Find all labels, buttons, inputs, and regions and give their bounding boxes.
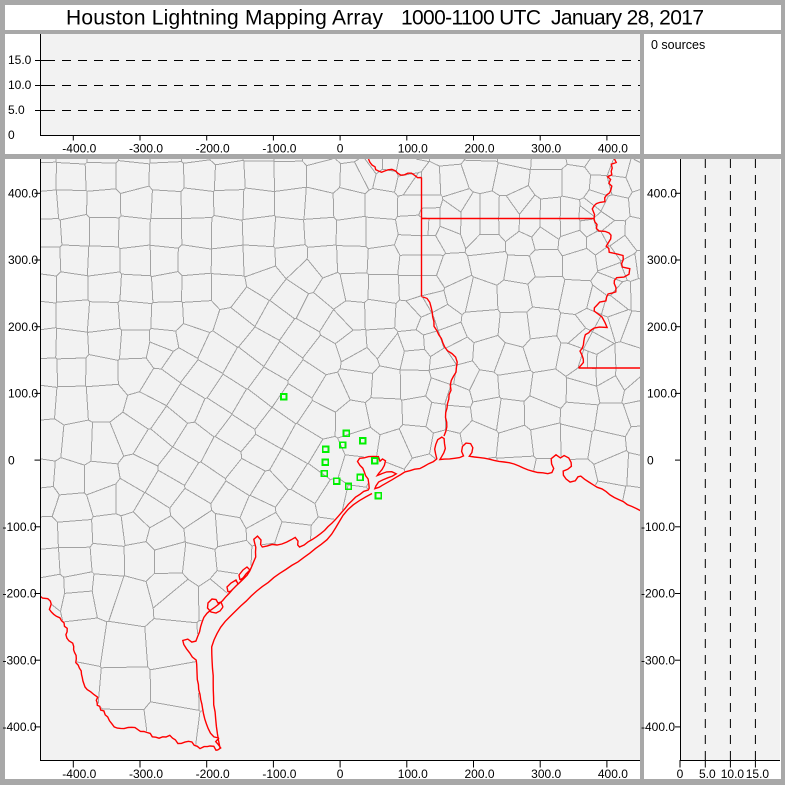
svg-text:-100.0: -100.0 bbox=[641, 520, 675, 534]
svg-text:-200.0: -200.0 bbox=[3, 587, 37, 601]
svg-text:-400.0: -400.0 bbox=[3, 720, 37, 734]
svg-text:-100.0: -100.0 bbox=[262, 767, 296, 781]
svg-text:1000-1100 UTC: 1000-1100 UTC bbox=[401, 7, 541, 30]
svg-text:0: 0 bbox=[8, 128, 15, 142]
svg-text:10.0: 10.0 bbox=[8, 78, 32, 92]
svg-text:Houston Lightning Mapping Arra: Houston Lightning Mapping Array bbox=[66, 7, 384, 30]
svg-text:400.0: 400.0 bbox=[8, 187, 38, 201]
svg-text:-400.0: -400.0 bbox=[641, 720, 675, 734]
svg-text:-300.0: -300.0 bbox=[129, 141, 163, 155]
svg-text:200.0: 200.0 bbox=[464, 141, 494, 155]
svg-text:-400.0: -400.0 bbox=[62, 141, 96, 155]
svg-text:100.0: 100.0 bbox=[647, 387, 677, 401]
svg-text:-200.0: -200.0 bbox=[196, 141, 230, 155]
svg-text:300.0: 300.0 bbox=[531, 141, 561, 155]
svg-text:15.0: 15.0 bbox=[746, 767, 770, 781]
svg-text:-300.0: -300.0 bbox=[641, 653, 675, 667]
svg-text:400.0: 400.0 bbox=[598, 767, 628, 781]
svg-text:0: 0 bbox=[677, 767, 684, 781]
svg-text:5.0: 5.0 bbox=[699, 767, 716, 781]
svg-text:0: 0 bbox=[337, 141, 344, 155]
svg-text:0: 0 bbox=[337, 767, 344, 781]
svg-text:-300.0: -300.0 bbox=[129, 767, 163, 781]
svg-text:-200.0: -200.0 bbox=[196, 767, 230, 781]
svg-text:300.0: 300.0 bbox=[647, 253, 677, 267]
svg-text:5.0: 5.0 bbox=[8, 103, 25, 117]
svg-text:-300.0: -300.0 bbox=[3, 653, 37, 667]
svg-text:January 28, 2017: January 28, 2017 bbox=[551, 7, 704, 30]
svg-text:400.0: 400.0 bbox=[647, 187, 677, 201]
svg-text:100.0: 100.0 bbox=[8, 387, 38, 401]
svg-text:-200.0: -200.0 bbox=[641, 587, 675, 601]
svg-text:200.0: 200.0 bbox=[8, 320, 38, 334]
svg-text:-100.0: -100.0 bbox=[262, 141, 296, 155]
svg-text:200.0: 200.0 bbox=[464, 767, 494, 781]
svg-text:0: 0 bbox=[647, 453, 654, 467]
svg-text:0: 0 bbox=[8, 453, 15, 467]
svg-text:200.0: 200.0 bbox=[647, 320, 677, 334]
svg-text:10.0: 10.0 bbox=[721, 767, 745, 781]
svg-text:-100.0: -100.0 bbox=[3, 520, 37, 534]
svg-text:15.0: 15.0 bbox=[8, 53, 32, 67]
svg-text:300.0: 300.0 bbox=[8, 253, 38, 267]
svg-text:400.0: 400.0 bbox=[598, 141, 628, 155]
svg-text:300.0: 300.0 bbox=[531, 767, 561, 781]
svg-text:100.0: 100.0 bbox=[398, 141, 428, 155]
svg-text:100.0: 100.0 bbox=[398, 767, 428, 781]
svg-text:0 sources: 0 sources bbox=[651, 38, 705, 52]
svg-text:-400.0: -400.0 bbox=[62, 767, 96, 781]
